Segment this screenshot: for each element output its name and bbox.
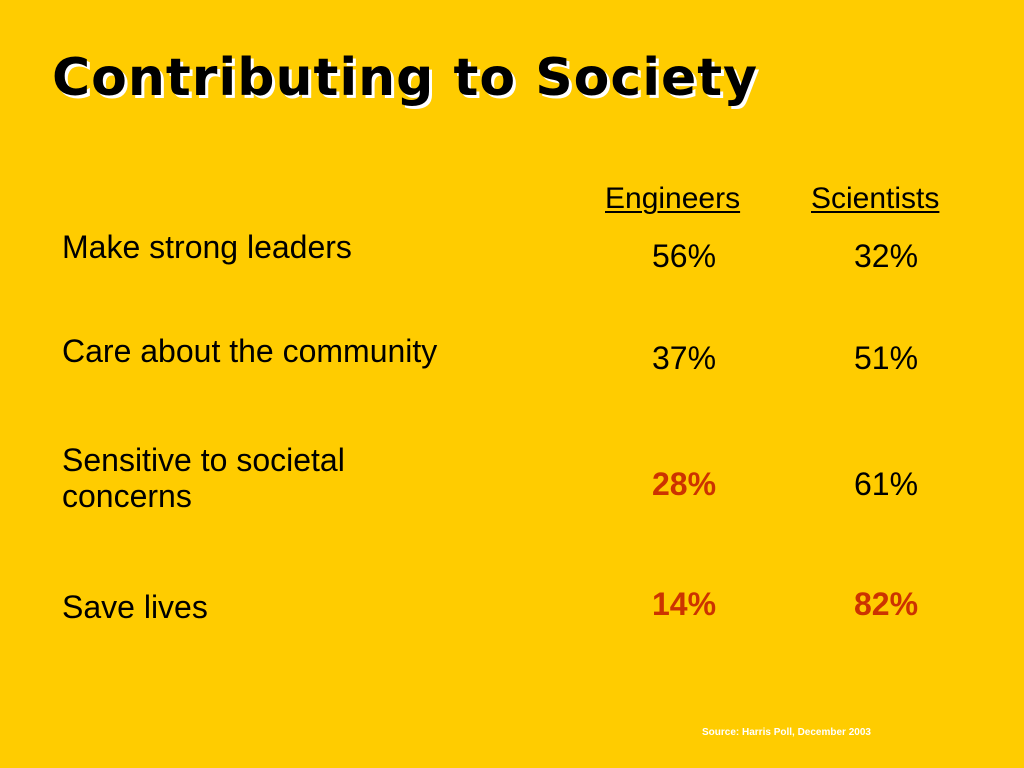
scientists-value-strong-leaders: 32% xyxy=(854,238,919,274)
row-label-strong-leaders: Make strong leaders xyxy=(62,229,352,265)
row-label-community: Care about the community xyxy=(62,333,438,369)
slide-title: Contributing to Society xyxy=(52,48,759,108)
source-note: Source: Harris Poll, December 2003 xyxy=(702,727,871,738)
column-header-scientists: Scientists xyxy=(811,182,940,215)
engineers-value-community: 37% xyxy=(652,340,717,376)
engineers-value-save-lives: 14% xyxy=(652,586,717,622)
row-label-societal-concerns: Sensitive to societal concerns xyxy=(62,442,345,514)
engineers-value-strong-leaders: 56% xyxy=(652,238,717,274)
scientists-value-societal-concerns: 61% xyxy=(854,466,919,502)
scientists-value-community: 51% xyxy=(854,340,919,376)
scientists-value-save-lives: 82% xyxy=(854,586,919,622)
row-label-save-lives: Save lives xyxy=(62,589,208,625)
engineers-value-societal-concerns: 28% xyxy=(652,466,717,502)
column-header-engineers: Engineers xyxy=(605,182,741,215)
